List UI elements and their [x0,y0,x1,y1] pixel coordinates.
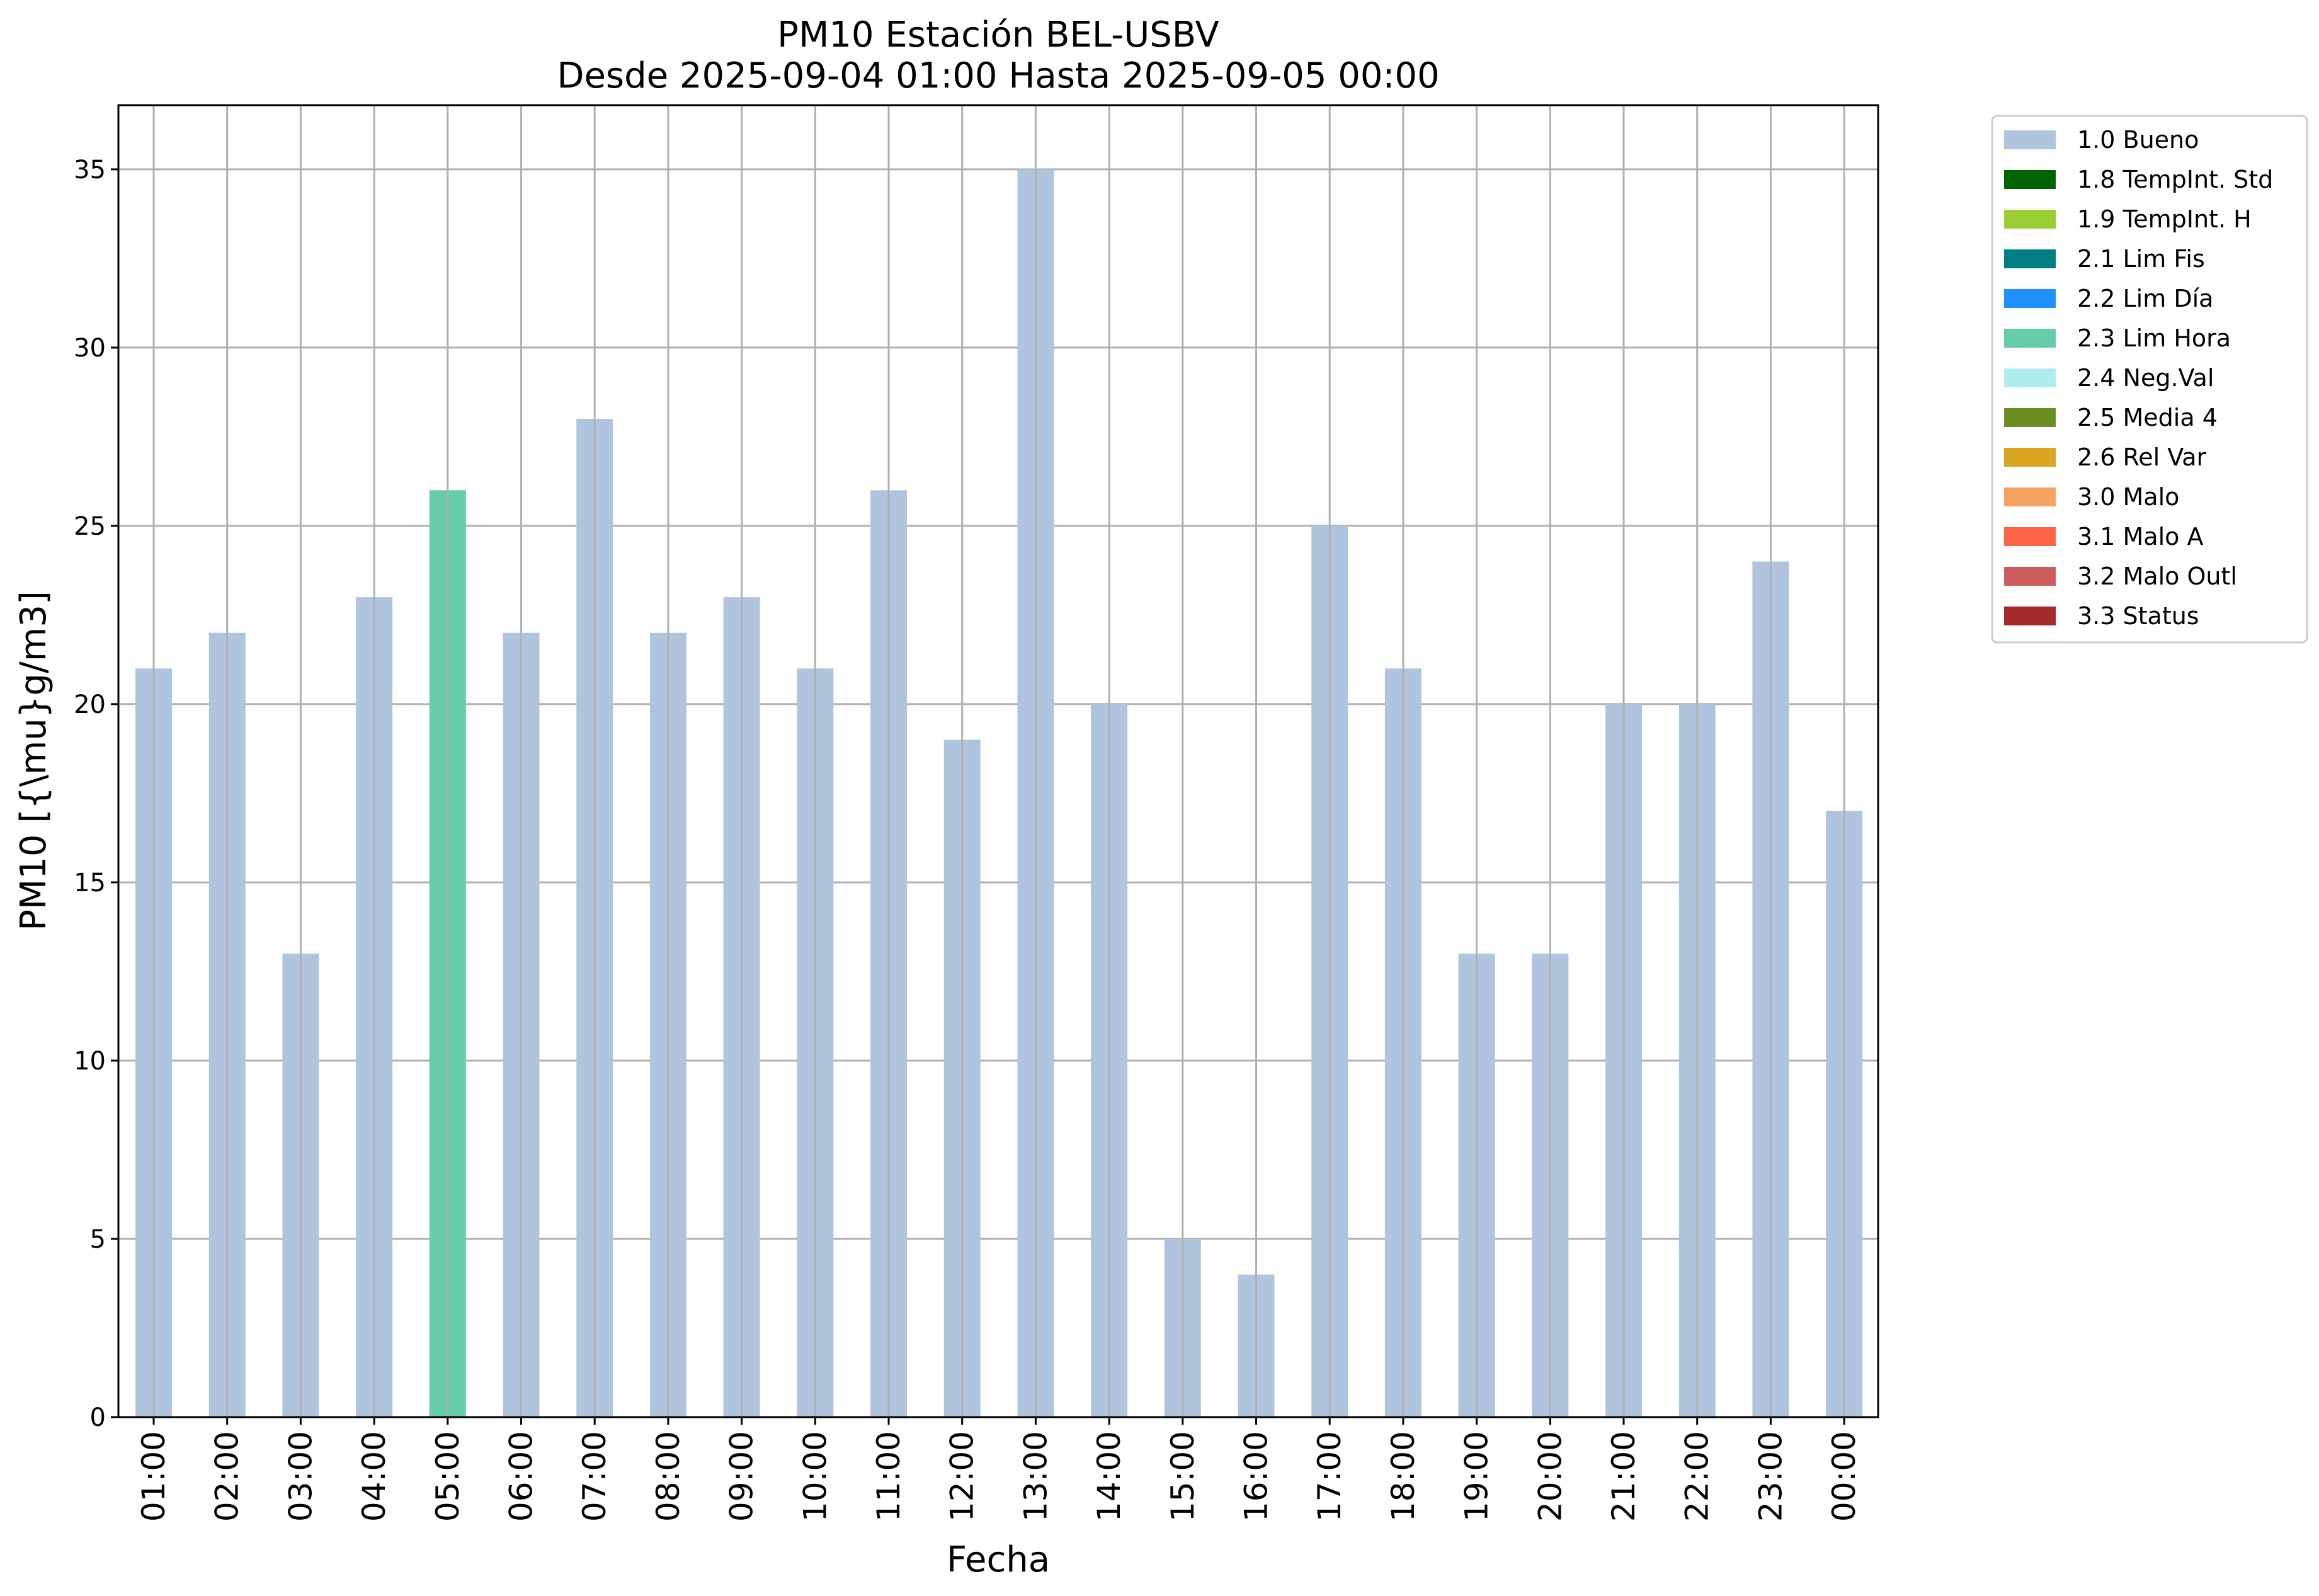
plot-frame [117,104,1879,1418]
legend-swatch [2004,567,2056,586]
legend-items: 1.0 Bueno 1.8 TempInt. Std 1.9 TempInt. H 2… [2004,126,2273,630]
y-tick-label: 15 [74,869,106,898]
y-tick-label: 25 [74,512,106,541]
x-tick-label: 05:00 [430,1431,466,1522]
y-tick-label: 0 [90,1403,106,1432]
x-tick-label: 09:00 [724,1431,760,1522]
x-tick-label: 04:00 [356,1431,392,1522]
y-tick-label: 20 [74,690,106,719]
x-tick-label: 01:00 [135,1431,172,1522]
y-tick-label: 10 [74,1047,106,1076]
x-tick-label: 22:00 [1679,1431,1716,1522]
legend-label: 2.4 Neg.Val [2077,364,2214,392]
x-tick-label: 23:00 [1752,1431,1789,1522]
y-axis-ticks: 0 5 10 15 20 25 30 35 [74,156,118,1432]
legend-label: 2.6 Rel Var [2077,443,2207,471]
legend-label: 3.3 Status [2077,602,2199,630]
x-tick-label: 08:00 [650,1431,687,1522]
x-tick-label: 00:00 [1826,1431,1862,1522]
x-tick-label: 02:00 [209,1431,246,1522]
x-axis-label: Fecha [947,1539,1050,1580]
x-tick-label: 10:00 [797,1431,833,1522]
y-tick-label: 30 [74,334,106,363]
legend-swatch [2004,170,2056,189]
legend-label: 2.1 Lim Fis [2077,245,2205,273]
legend-label: 1.0 Bueno [2077,126,2199,154]
x-tick-label: 13:00 [1017,1431,1054,1522]
x-tick-label: 17:00 [1311,1431,1348,1522]
legend-swatch [2004,487,2056,506]
legend-swatch [2004,329,2056,348]
y-axis-label: PM10 [{\mu}g/m3] [13,591,54,931]
legend-label: 2.3 Lim Hora [2077,324,2231,352]
chart-title-line2: Desde 2025-09-04 01:00 Hasta 2025-09-05 … [557,55,1439,96]
x-tick-label: 19:00 [1459,1431,1495,1522]
x-tick-label: 21:00 [1605,1431,1642,1522]
legend-swatch [2004,448,2056,467]
x-tick-label: 06:00 [503,1431,540,1522]
legend-label: 2.5 Media 4 [2077,404,2218,431]
legend-swatch [2004,130,2056,149]
legend-swatch [2004,527,2056,546]
chart-title-line1: PM10 Estación BEL-USBV [777,14,1219,55]
legend-label: 1.9 TempInt. H [2077,205,2252,233]
x-tick-label: 11:00 [870,1431,907,1522]
x-axis-ticks: 01:00 02:00 03:00 04:00 05:00 06:00 07:00 08:00… [135,1417,1862,1522]
legend-label: 1.8 TempInt. Std [2077,166,2273,193]
y-tick-label: 35 [74,156,106,185]
x-tick-label: 07:00 [576,1431,613,1522]
x-tick-label: 14:00 [1091,1431,1127,1522]
x-tick-label: 12:00 [944,1431,981,1522]
legend: 1.0 Bueno 1.8 TempInt. Std 1.9 TempInt. H 2… [1991,115,2308,644]
legend-box [1991,115,2308,644]
legend-label: 2.2 Lim Día [2077,285,2213,312]
legend-label: 3.1 Malo A [2077,523,2203,550]
legend-label: 3.2 Malo Outl [2077,562,2237,590]
legend-swatch [2004,289,2056,308]
x-tick-label: 03:00 [282,1431,319,1522]
legend-swatch [2004,249,2056,268]
x-tick-label: 16:00 [1238,1431,1275,1522]
y-tick-label: 5 [90,1225,106,1254]
legend-label: 3.0 Malo [2077,483,2179,511]
x-tick-label: 18:00 [1385,1431,1422,1522]
legend-swatch [2004,607,2056,625]
x-tick-label: 20:00 [1532,1431,1568,1522]
legend-swatch [2004,408,2056,427]
bars [135,169,1863,1418]
legend-swatch [2004,210,2056,229]
legend-swatch [2004,368,2056,387]
x-tick-label: 15:00 [1165,1431,1201,1522]
